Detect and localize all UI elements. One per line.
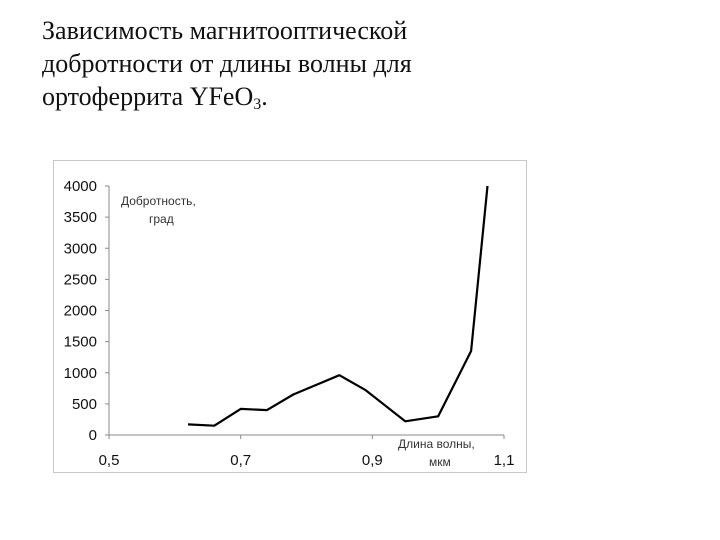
x-tick-label: 0,5 (99, 452, 120, 469)
y-tick-label: 2000 (64, 303, 97, 320)
y-tick-label: 2500 (64, 271, 97, 288)
x-axis-label-line-2: мкм (429, 455, 451, 469)
title-line-3: ортоферрита YFeO3. (42, 80, 412, 113)
y-tick-label: 1000 (64, 365, 97, 382)
x-tick-label: 1,1 (494, 452, 515, 469)
slide-title: Зависимость магнитооптической добротност… (42, 14, 412, 113)
y-tick-label: 4000 (64, 178, 97, 195)
y-axis-label-line-2: град (149, 212, 174, 226)
series-line (187, 185, 489, 427)
y-tick-label: 3000 (64, 240, 97, 257)
title-line-3-suffix: . (261, 82, 268, 111)
title-subscript: 3 (253, 96, 262, 113)
x-tick-label: 0,7 (230, 452, 251, 469)
x-tick-label: 0,9 (362, 452, 383, 469)
y-tick-label: 0 (89, 427, 97, 444)
y-tick-label: 500 (72, 396, 97, 413)
y-axis-label-line-1: Добротность, (121, 194, 196, 208)
y-tick-label: 1500 (64, 334, 97, 351)
y-tick-label: 3500 (64, 209, 97, 226)
y-ticks: 0 500 1000 1500 2000 2500 3000 3500 4000 (64, 178, 109, 444)
chart-frame (53, 160, 527, 473)
title-line-1: Зависимость магнитооптической (42, 16, 408, 45)
x-ticks: 0,5 0,7 0,9 1,1 (99, 435, 515, 469)
x-axis-label-line-1: Длина волны, (398, 437, 475, 451)
title-line-3-text: ортоферрита YFeO (42, 82, 254, 111)
title-line-2: добротности от длины волны для (42, 49, 412, 78)
